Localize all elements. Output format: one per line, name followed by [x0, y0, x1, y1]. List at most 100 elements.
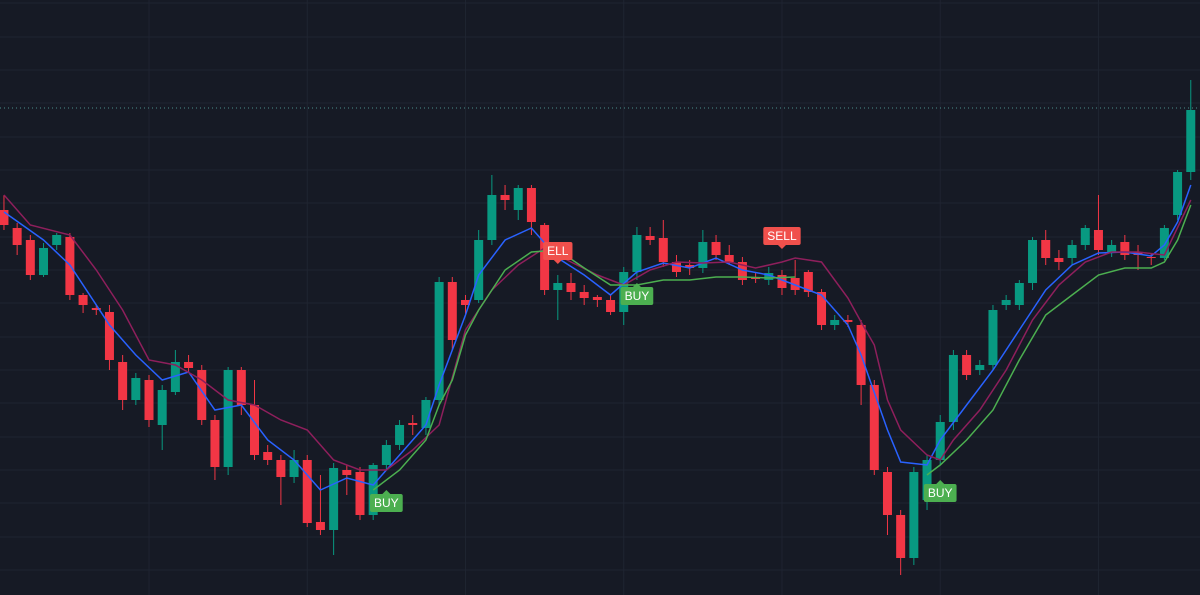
candle-body [526, 188, 536, 222]
candle-body [724, 255, 734, 262]
candle-body [606, 300, 616, 312]
candle-body [421, 400, 431, 428]
signal-pointer [936, 480, 945, 484]
candle-body [896, 515, 906, 558]
signal-text: ELL [547, 244, 569, 258]
candle-body [962, 355, 972, 375]
candle-body [882, 472, 892, 515]
candle-body [1001, 300, 1011, 305]
candle-body [25, 240, 35, 275]
candle-body [1107, 245, 1117, 252]
candle-body [315, 522, 325, 530]
candle-body [592, 297, 602, 300]
candle-body [500, 195, 510, 200]
candle-body [104, 312, 114, 360]
candle-body [909, 472, 919, 558]
candle-body [342, 470, 352, 475]
candle-body [78, 295, 88, 305]
candle-body [751, 278, 761, 279]
candle-body [513, 188, 523, 210]
candle-body [184, 362, 194, 368]
candle-body [157, 390, 167, 425]
candle-body [144, 380, 154, 420]
candle-body [302, 460, 312, 523]
signal-label: BUY [923, 480, 957, 502]
candle-body [553, 283, 563, 290]
candle-body [1159, 228, 1169, 258]
candle-body [632, 235, 642, 272]
candle-body [1054, 258, 1064, 262]
candle-body [170, 362, 180, 392]
candle-body [236, 370, 246, 405]
candle-body [685, 265, 695, 268]
indicator-line [3, 194, 1192, 471]
signal-pointer [553, 260, 562, 264]
signal-text: BUY [625, 289, 650, 303]
candle-body [1014, 283, 1024, 305]
candle-body [118, 362, 128, 400]
candle-body [263, 452, 273, 460]
candle-body [197, 370, 207, 420]
candle-body [843, 320, 853, 322]
candle-body [0, 210, 9, 225]
candle-body [658, 238, 668, 262]
signal-label: BUY [620, 283, 654, 305]
candle-body [210, 420, 220, 467]
signal-box [620, 287, 654, 305]
candle-body [368, 465, 378, 515]
candle-body [131, 378, 141, 400]
candle-body [922, 460, 932, 500]
signal-box [923, 484, 957, 502]
candle-body [289, 460, 299, 477]
candle-body [869, 385, 879, 470]
candle-body [764, 273, 774, 280]
candle-body [698, 242, 708, 268]
candle-body [817, 292, 827, 325]
candle-body [91, 308, 101, 310]
candle-body [1120, 242, 1130, 255]
candle-body [1093, 230, 1103, 250]
candle-body [645, 236, 655, 240]
candle-body [566, 283, 576, 292]
candle-body [250, 405, 260, 455]
candle-body [434, 282, 444, 400]
signal-label: SELL [763, 227, 801, 249]
candle-body [1067, 245, 1077, 258]
candle-body [329, 468, 339, 530]
candle-body [12, 228, 22, 245]
signal-box [763, 227, 801, 245]
signal-label: ELL [543, 242, 573, 264]
candle-body [395, 425, 405, 445]
candle-body [737, 262, 747, 280]
signal-pointer [777, 245, 786, 249]
candle-body [276, 460, 286, 477]
candle-body [777, 275, 787, 288]
signal-box [543, 242, 573, 260]
candle-body [1041, 240, 1051, 258]
candle-body [803, 272, 813, 292]
candle-body [447, 282, 457, 340]
candle-body [1186, 110, 1196, 172]
candle-body [790, 278, 800, 290]
candle-body [52, 235, 62, 245]
candle-body [223, 370, 233, 467]
candle-body [1173, 172, 1183, 215]
signal-box [370, 494, 403, 512]
candle-body [1080, 228, 1090, 245]
indicator-line [3, 184, 1192, 491]
candle-body [988, 310, 998, 365]
signal-text: SELL [767, 229, 797, 243]
candle-body [460, 300, 470, 305]
signal-text: BUY [928, 486, 953, 500]
candle-body [711, 242, 721, 255]
candle-body [487, 195, 497, 240]
signal-label: BUY [370, 490, 403, 512]
signal-text: BUY [374, 496, 399, 510]
candle-body [1028, 240, 1038, 283]
signal-pointer [382, 490, 391, 494]
candle-body [830, 320, 840, 325]
signal-pointer [632, 283, 641, 287]
candle-body [1146, 257, 1156, 258]
candle-body [381, 445, 391, 465]
